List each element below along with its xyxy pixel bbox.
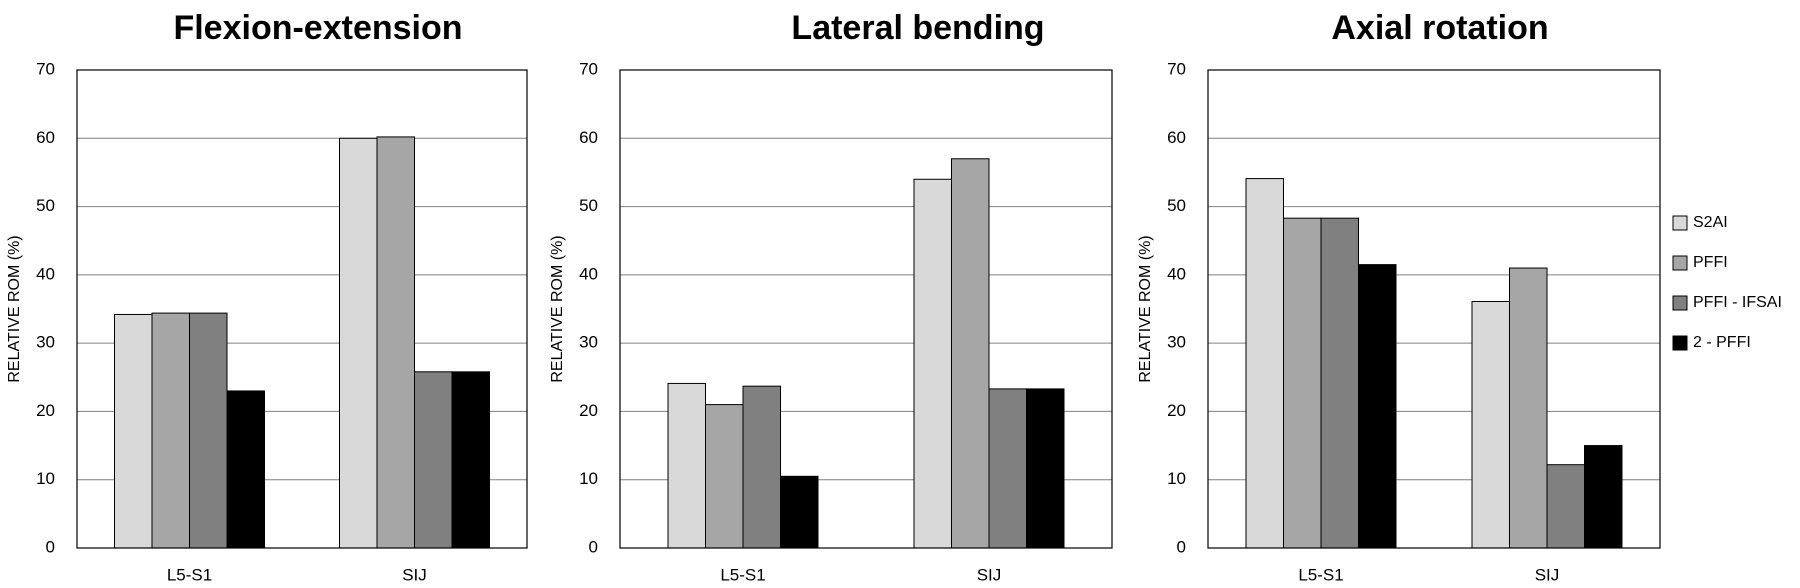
y-tick-label: 50 bbox=[36, 196, 55, 215]
x-tick-label: SIJ bbox=[402, 565, 427, 584]
legend-label: PFFI bbox=[1693, 254, 1728, 271]
y-tick-label: 10 bbox=[36, 469, 55, 488]
bar bbox=[1471, 300, 1510, 549]
y-tick-label: 30 bbox=[579, 333, 598, 352]
bar bbox=[114, 313, 153, 549]
y-axis-label: RELATIVE ROM (%) bbox=[1137, 235, 1154, 382]
y-axis-label: RELATIVE ROM (%) bbox=[549, 235, 566, 382]
bar bbox=[1546, 464, 1585, 549]
chart-title: Axial rotation bbox=[1331, 9, 1548, 47]
bar bbox=[951, 158, 990, 549]
y-tick-label: 60 bbox=[1167, 128, 1186, 147]
bar bbox=[988, 388, 1027, 549]
bar bbox=[376, 136, 415, 549]
y-tick-label: 0 bbox=[46, 537, 55, 556]
y-tick-label: 30 bbox=[1167, 333, 1186, 352]
bar bbox=[1320, 217, 1359, 549]
bar bbox=[414, 371, 453, 549]
plot-frame bbox=[76, 69, 528, 549]
legend-swatch bbox=[1672, 255, 1688, 271]
y-tick-label: 50 bbox=[1167, 196, 1186, 215]
y-tick-label: 10 bbox=[579, 469, 598, 488]
y-axis-label: RELATIVE ROM (%) bbox=[6, 235, 23, 382]
legend-label: 2 - PFFI bbox=[1693, 334, 1751, 351]
y-tick-label: 40 bbox=[1167, 264, 1186, 283]
y-tick-label: 20 bbox=[36, 401, 55, 420]
x-tick-label: SIJ bbox=[977, 565, 1002, 584]
legend-label: S2AI bbox=[1693, 214, 1728, 231]
bar bbox=[189, 312, 228, 549]
bar bbox=[913, 178, 952, 549]
bar bbox=[667, 382, 706, 549]
y-tick-label: 20 bbox=[579, 401, 598, 420]
bar bbox=[1026, 388, 1065, 549]
bar bbox=[1283, 217, 1322, 549]
legend-swatch bbox=[1672, 335, 1688, 351]
y-tick-label: 30 bbox=[36, 333, 55, 352]
y-tick-label: 70 bbox=[1167, 59, 1186, 78]
bar bbox=[451, 371, 490, 549]
chart-title: Lateral bending bbox=[791, 9, 1044, 47]
bar bbox=[1358, 264, 1397, 549]
y-tick-label: 0 bbox=[589, 537, 598, 556]
y-tick-label: 60 bbox=[36, 128, 55, 147]
legend-label: PFFI - IFSAI bbox=[1693, 294, 1782, 311]
y-tick-label: 70 bbox=[36, 59, 55, 78]
y-tick-label: 0 bbox=[1177, 537, 1186, 556]
bar bbox=[780, 475, 819, 549]
y-tick-label: 20 bbox=[1167, 401, 1186, 420]
bar bbox=[226, 390, 265, 549]
y-tick-label: 40 bbox=[36, 264, 55, 283]
x-tick-label: L5-S1 bbox=[1298, 565, 1343, 584]
plot-frame bbox=[619, 69, 1113, 549]
bar bbox=[705, 404, 744, 549]
bar bbox=[1245, 178, 1284, 549]
x-tick-label: L5-S1 bbox=[167, 565, 212, 584]
y-tick-label: 70 bbox=[579, 59, 598, 78]
legend-swatch bbox=[1672, 215, 1688, 231]
chart-title: Flexion-extension bbox=[173, 9, 462, 47]
bar bbox=[742, 385, 781, 549]
bar bbox=[1584, 445, 1623, 549]
legend-swatch bbox=[1672, 295, 1688, 311]
plot-frame bbox=[1207, 69, 1661, 549]
bar bbox=[1509, 267, 1548, 549]
x-tick-label: L5-S1 bbox=[720, 565, 765, 584]
y-tick-label: 40 bbox=[579, 264, 598, 283]
bar bbox=[151, 312, 190, 549]
y-tick-label: 10 bbox=[1167, 469, 1186, 488]
x-tick-label: SIJ bbox=[1535, 565, 1560, 584]
y-tick-label: 60 bbox=[579, 128, 598, 147]
bar bbox=[339, 137, 378, 549]
y-tick-label: 50 bbox=[579, 196, 598, 215]
